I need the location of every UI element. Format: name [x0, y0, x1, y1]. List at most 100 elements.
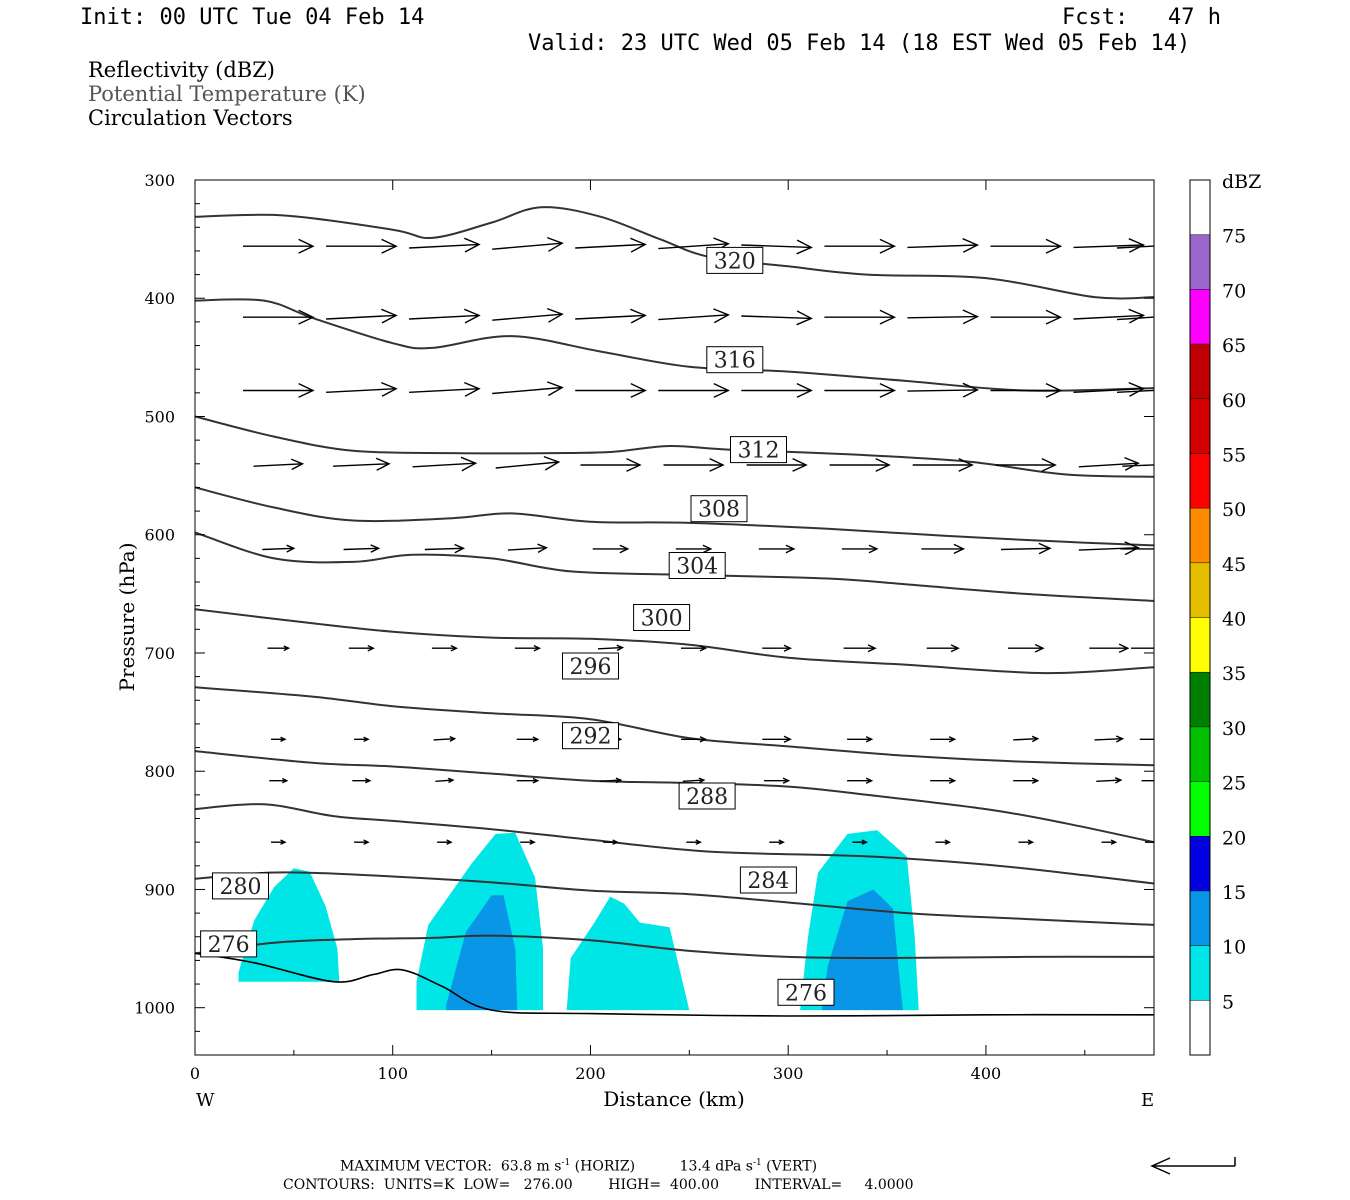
vector-head	[1038, 542, 1052, 555]
contour-label-312: 312	[730, 436, 787, 464]
vector-head	[1034, 643, 1045, 653]
circulation-vector	[326, 381, 398, 397]
circulation-vector	[762, 644, 792, 652]
vector-head	[1124, 541, 1140, 556]
vector-head	[464, 308, 481, 324]
colorbar-label: 10	[1222, 937, 1246, 959]
vector-head	[381, 308, 398, 324]
vector-shaft	[1000, 547, 1051, 551]
vector-head	[375, 457, 391, 471]
circulation-vector	[326, 308, 398, 324]
vector-shaft	[412, 462, 476, 468]
vector-head	[447, 777, 455, 784]
circulation-vector	[492, 236, 564, 252]
theta-contour-296	[195, 686, 1154, 767]
vector-head	[532, 777, 540, 784]
contour-label-320: 320	[706, 246, 764, 274]
vector-head	[699, 644, 708, 652]
circulation-vector	[592, 544, 630, 554]
circulation-vector	[262, 544, 296, 553]
circulation-vector	[243, 309, 315, 325]
vert-exponent: -1	[752, 1158, 762, 1168]
circulation-vector	[412, 456, 478, 472]
vector-shaft	[492, 386, 563, 395]
circulation-vector	[424, 543, 466, 554]
colorbar-segment	[1190, 1000, 1210, 1055]
x-tick-label: 200	[575, 1064, 606, 1083]
circulation-vector	[516, 736, 540, 743]
vector-shaft	[1096, 779, 1121, 782]
circulation-vector	[990, 309, 1063, 325]
circulation-vector	[930, 777, 957, 784]
circulation-vector	[907, 309, 980, 325]
circulation-vector	[1078, 541, 1140, 556]
colorbar-label: 60	[1222, 390, 1246, 412]
circulation-vector	[758, 544, 796, 554]
vector-head	[879, 309, 897, 325]
colorbar-segment	[1190, 180, 1210, 235]
y-tick-label: 500	[144, 407, 175, 426]
vector-shaft	[409, 314, 480, 320]
y-tick-label: 800	[144, 762, 175, 781]
circulation-vector	[841, 544, 879, 554]
vector-head	[615, 777, 623, 784]
vector-head	[879, 238, 897, 254]
circulation-vector	[1141, 780, 1154, 782]
colorbar-segment	[1190, 234, 1210, 290]
colorbar-segment	[1190, 890, 1210, 946]
vector-head	[792, 457, 808, 472]
circulation-vector	[935, 839, 952, 845]
circulation-vector	[829, 457, 891, 472]
contour-label-300: 300	[633, 604, 691, 632]
vector-head	[867, 644, 877, 653]
vector-shaft	[1122, 464, 1154, 467]
circulation-vector	[921, 543, 966, 555]
vert-unit-suffix: (VERT)	[761, 1158, 818, 1175]
circulation-vector	[333, 457, 391, 471]
vector-shaft	[1116, 389, 1154, 393]
circulation-vector	[741, 310, 813, 326]
circulation-vector	[912, 457, 974, 472]
vector-head	[283, 645, 291, 652]
vector-shaft	[1073, 314, 1144, 320]
theta-contour-284	[195, 871, 1154, 926]
reflectivity-cell-0	[238, 868, 340, 982]
circulation-vector	[352, 777, 372, 784]
circulation-vector	[658, 308, 730, 324]
field-potential-temperature: Potential Temperature (K)	[88, 82, 366, 106]
contour-label-text: 292	[570, 725, 612, 750]
vector-head	[367, 644, 375, 652]
circulation-vector	[516, 777, 540, 784]
colorbar-segment	[1190, 672, 1210, 727]
contour-label-text: 320	[714, 249, 756, 274]
colorbar-label: 45	[1222, 554, 1246, 576]
y-tick-label: 700	[144, 644, 175, 663]
circulation-vector	[409, 308, 481, 324]
vector-shaft	[658, 314, 729, 321]
vector-head	[785, 544, 796, 554]
vector-shaft	[682, 779, 704, 782]
vector-head	[783, 644, 792, 652]
contour-label-box	[706, 346, 764, 374]
reflectivity-cell-2	[446, 895, 518, 1011]
colorbar-label: 75	[1222, 226, 1246, 248]
vector-shaft	[1116, 245, 1154, 249]
circulation-vector	[1078, 456, 1140, 471]
circulation-vector	[847, 736, 874, 743]
circulation-vector	[741, 382, 813, 398]
field-reflectivity: Reflectivity (dBZ)	[88, 58, 276, 82]
vector-shaft	[433, 738, 455, 741]
circulation-vector	[348, 644, 375, 652]
vector-shaft	[1013, 738, 1038, 741]
vector-shaft	[262, 547, 294, 551]
circulation-vector	[1116, 245, 1154, 249]
colorbar-segment	[1190, 289, 1210, 345]
circulation-vector	[492, 381, 564, 397]
contour-label-284: 284	[739, 866, 797, 894]
vector-head	[875, 457, 891, 472]
circulation-vector	[675, 544, 713, 554]
colorbar-segment	[1190, 398, 1210, 454]
vector-head	[953, 543, 966, 555]
contour-label-box	[562, 722, 619, 750]
vector-head	[1031, 735, 1040, 743]
